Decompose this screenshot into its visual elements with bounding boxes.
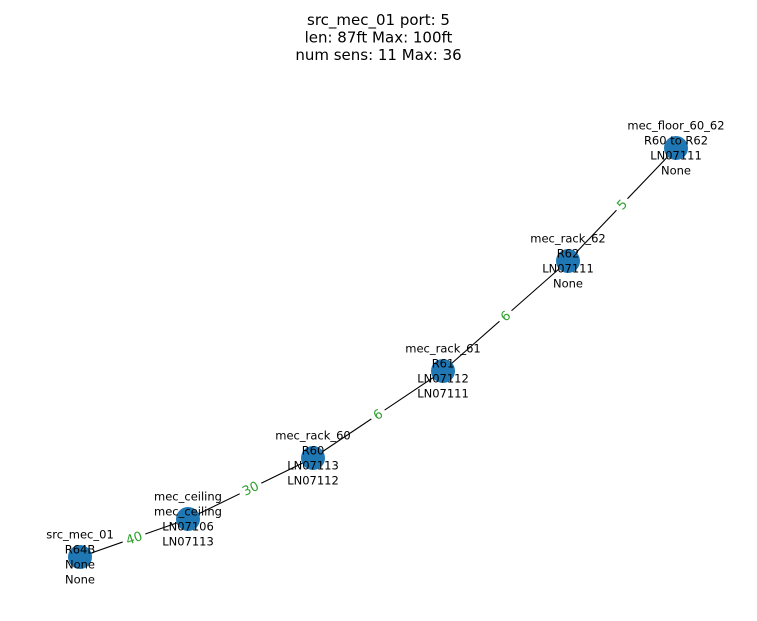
edge-label-group: 5 [610, 193, 634, 216]
edge-label-group: 6 [366, 403, 390, 426]
node-label-line: mec_rack_61 [405, 342, 481, 356]
edge-label-background [610, 193, 634, 216]
node-label-line: LN07113 [162, 535, 214, 549]
title-line: num sens: 11 Max: 36 [295, 46, 461, 64]
edge-label-background [120, 526, 148, 550]
node-label-line: LN07111 [417, 387, 469, 401]
node-label-line: mec_rack_60 [275, 429, 351, 443]
node-label-line: src_mec_01 [46, 528, 114, 542]
node-label-line: R61 [432, 357, 455, 371]
node-label-line: LN07112 [417, 372, 469, 386]
edge-label-background [366, 403, 390, 426]
node-label-line: None [553, 277, 583, 291]
node-label-line: R60 to R62 [644, 134, 708, 148]
node-label-line: R64B [65, 543, 96, 557]
node-label-line: None [65, 573, 95, 587]
node-label-line: mec_floor_60_62 [627, 119, 724, 133]
edge-label-background [494, 304, 517, 328]
node-labels: src_mec_01R64BNoneNonemec_ceilingmec_cei… [46, 119, 724, 587]
edge-label: 30 [240, 479, 261, 500]
edge-label: 40 [124, 529, 145, 549]
edge-labels: 40 30 6 6 5 [120, 193, 634, 550]
node-label-line: mec_ceiling [154, 505, 222, 519]
nodes [68, 136, 688, 569]
edge-label-group: 40 [120, 526, 148, 550]
node-mec_ceiling[interactable] [176, 507, 200, 531]
title-line: src_mec_01 port: 5 [307, 11, 450, 30]
node-label-line: LN07106 [162, 520, 214, 534]
node-label-line: LN07112 [287, 474, 339, 488]
node-label-line: LN07111 [650, 149, 702, 163]
node-label-line: mec_ceiling [154, 490, 222, 504]
node-label-line: LN07111 [542, 262, 594, 276]
node-mec_floor_60_62[interactable] [664, 136, 688, 160]
node-label-line: mec_rack_62 [530, 232, 606, 246]
edge-label-group: 6 [494, 304, 517, 328]
node-mec_rack_62[interactable] [556, 249, 580, 273]
node-label-line: None [65, 558, 95, 572]
edge-label-group: 30 [236, 476, 265, 501]
title-line: len: 87ft Max: 100ft [305, 29, 453, 47]
node-label-line: LN07113 [287, 459, 339, 473]
node-mec_rack_61[interactable] [431, 359, 455, 383]
node-label-line: R60 [302, 444, 325, 458]
edge-label-background [236, 476, 265, 501]
edge-label: 5 [614, 197, 631, 213]
node-mec_rack_60[interactable] [301, 446, 325, 470]
node-src_mec_01[interactable] [68, 545, 92, 569]
node-label-line: R62 [557, 247, 580, 261]
node-label-line: None [661, 164, 691, 178]
